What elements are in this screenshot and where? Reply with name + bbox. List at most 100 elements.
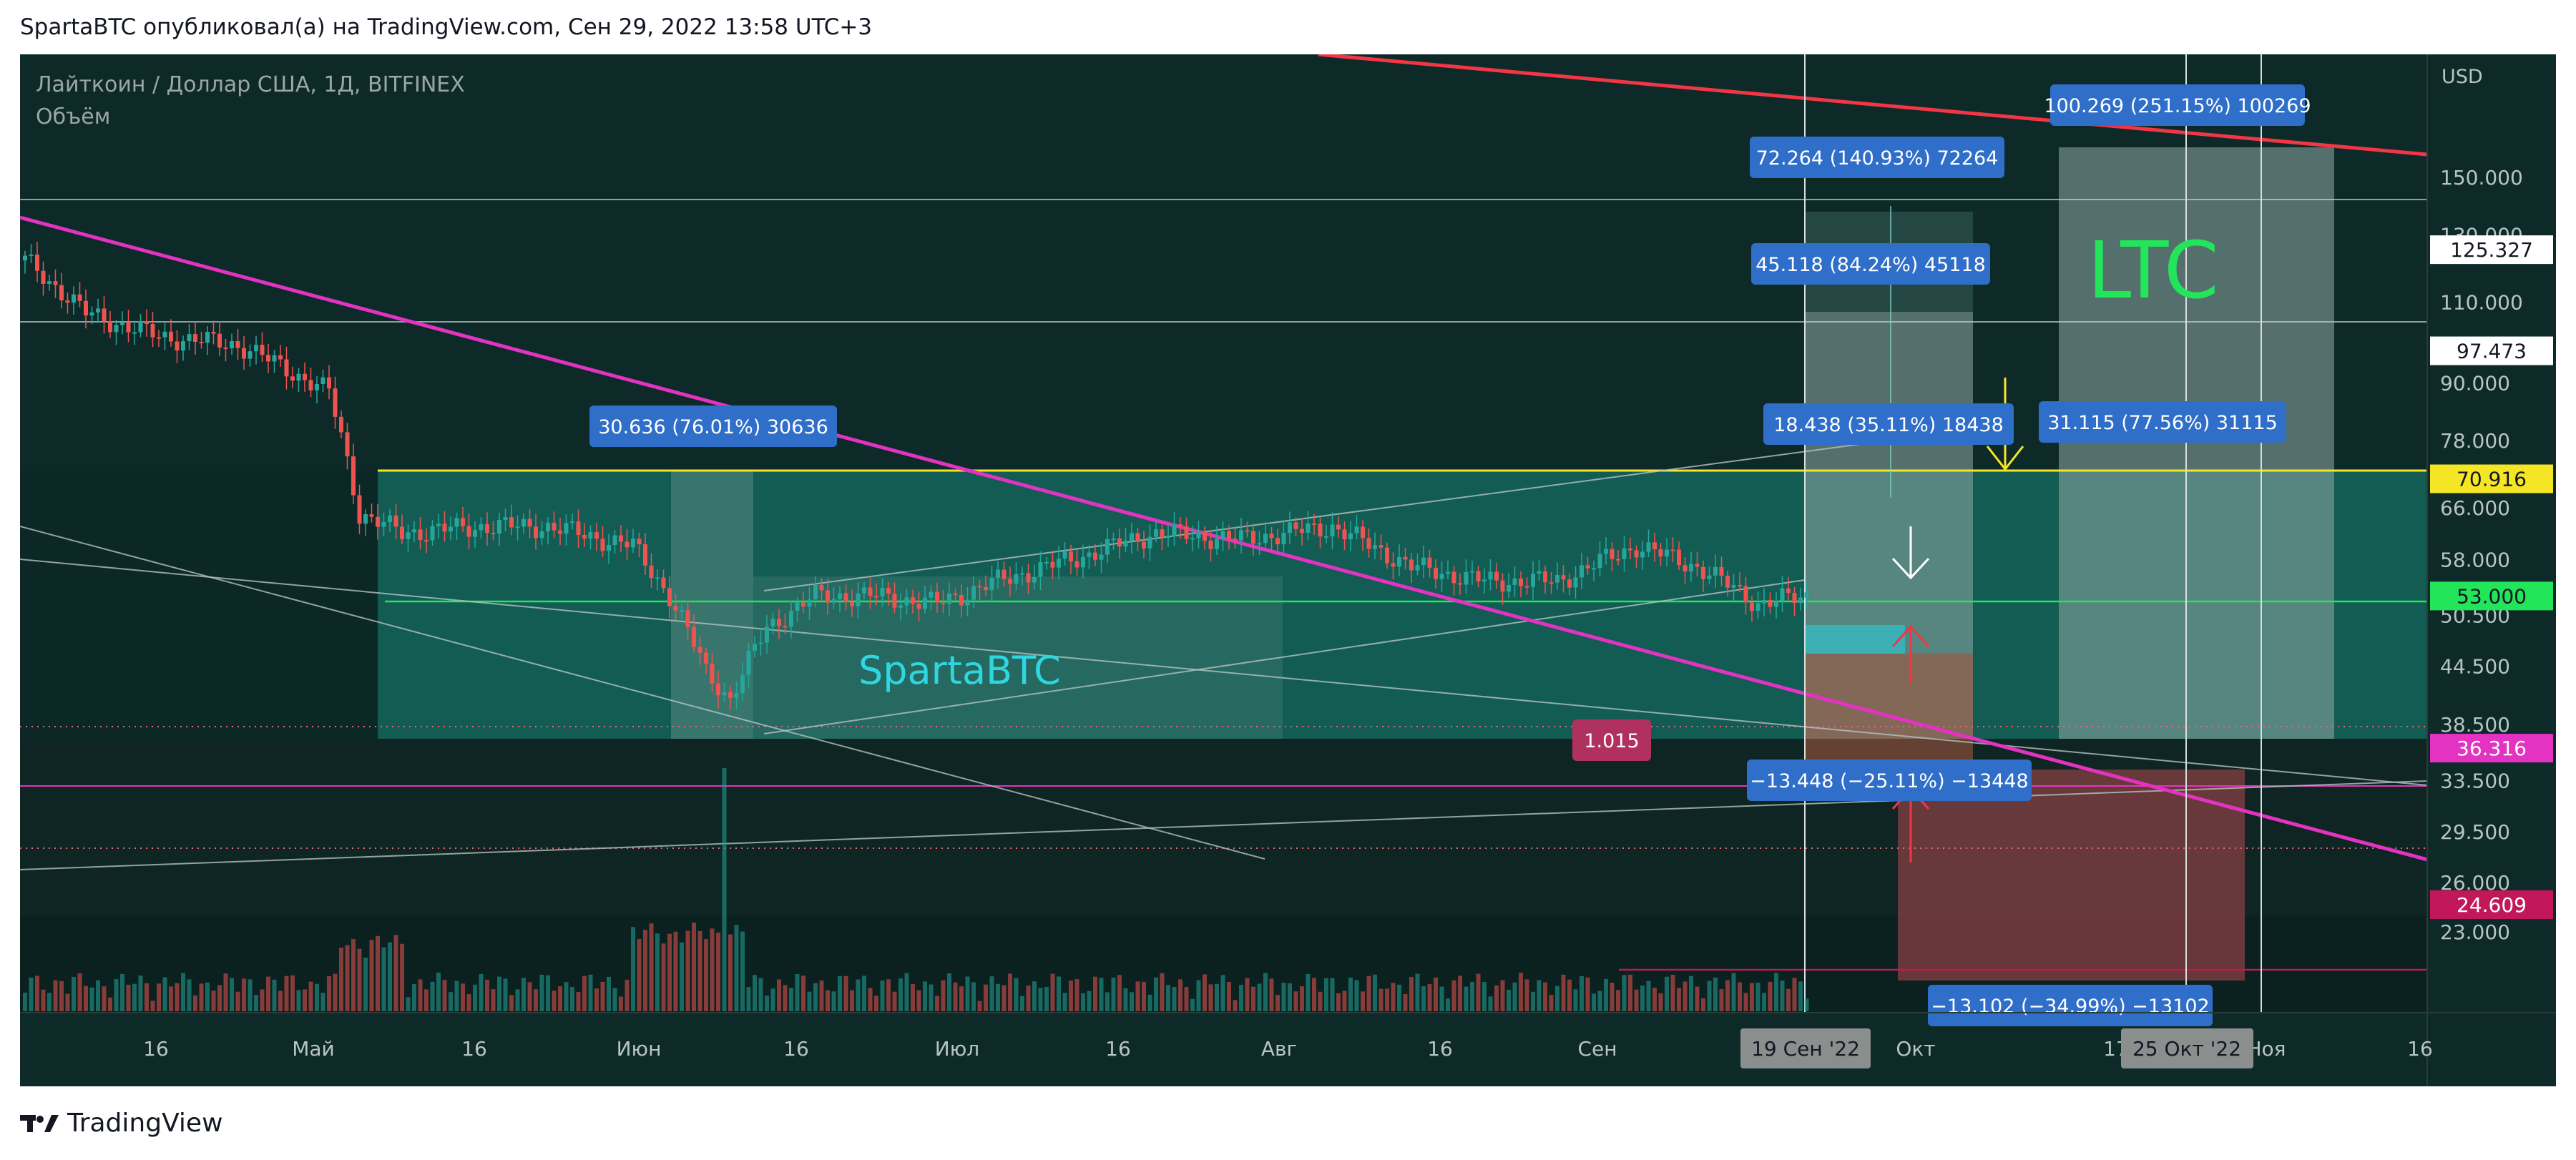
volume-bar (892, 991, 897, 1011)
measure-label-72264[interactable]: 72.264 (140.93%) 72264 (1750, 137, 2004, 178)
volume-bar (47, 993, 52, 1011)
volume-bar (1288, 983, 1292, 1011)
candle-body (1196, 531, 1201, 539)
volume-bar (1713, 978, 1718, 1011)
volume-bar (1549, 995, 1554, 1011)
candle-body (722, 692, 727, 696)
volume-bar (449, 992, 453, 1011)
candle-body (880, 588, 885, 596)
volume-bar (84, 985, 88, 1011)
candle-body (126, 322, 131, 333)
volume-bar (1531, 991, 1535, 1011)
volume-bar (1738, 982, 1742, 1011)
volume-bar (1160, 973, 1165, 1011)
volume-bar (1020, 996, 1024, 1011)
candle-body (381, 522, 386, 527)
measure-label-minus-13102[interactable]: −13.102 (−34.99%) −13102 (1928, 985, 2213, 1026)
volume-bar (1239, 985, 1243, 1011)
measure-label-30636[interactable]: 30.636 (76.01%) 30636 (589, 405, 837, 447)
volume-bar (132, 983, 137, 1011)
chart-area[interactable]: 100.269 (251.15%) 100269 72.264 (140.93%… (20, 54, 2556, 1086)
candle-body (1592, 568, 1596, 570)
svg-text:45.118 (84.24%) 45118: 45.118 (84.24%) 45118 (1755, 254, 1986, 276)
candle-body (594, 532, 599, 539)
candle-body (1713, 566, 1718, 576)
candle-body (1512, 578, 1517, 586)
volume-bar (211, 991, 216, 1011)
candle-body (1446, 571, 1450, 574)
candle-body (1251, 531, 1255, 544)
volume-indicator-title[interactable]: Объём (36, 104, 110, 129)
volume-bar (485, 979, 489, 1011)
volume-bar (1409, 976, 1414, 1011)
volume-bar (795, 974, 800, 1011)
candle-body (1135, 533, 1140, 542)
candle-body (582, 534, 587, 539)
candle-body (576, 521, 581, 535)
time-tick-label: 16 (1427, 1037, 1453, 1061)
volume-bar (1628, 974, 1632, 1011)
volume-bar (1786, 988, 1791, 1011)
candle-body (637, 539, 642, 545)
candle-body (667, 588, 672, 606)
volume-bar (1245, 978, 1250, 1011)
volume-bar (1099, 978, 1104, 1011)
measure-label-minus-13448[interactable]: −13.448 (−25.11%) −13448 (1747, 760, 2032, 801)
volume-bar (461, 983, 465, 1011)
volume-bar (157, 983, 161, 1011)
publish-header: SpartaBTC опубликовал(а) на TradingView.… (20, 14, 873, 40)
volume-bar (454, 980, 459, 1011)
candle-body (424, 540, 428, 542)
candle-body (1057, 559, 1061, 568)
loss-box-right (1898, 770, 2245, 980)
volume-bar (296, 990, 301, 1011)
volume-bar (29, 978, 34, 1011)
price-tag-label: 36.316 (2457, 737, 2527, 760)
ratio-label[interactable]: 1.015 (1572, 719, 1651, 761)
measure-label-31115[interactable]: 31.115 (77.56%) 31115 (2039, 401, 2286, 443)
candle-body (843, 593, 848, 602)
candle-body (1245, 530, 1250, 532)
candle-body (436, 524, 441, 526)
candle-body (41, 270, 46, 285)
entry-box (1805, 625, 1905, 654)
volume-bar (521, 978, 526, 1011)
time-tick-label: 16 (461, 1037, 487, 1061)
volume-bar (1652, 988, 1657, 1011)
candle-body (1166, 536, 1170, 538)
volume-bar (1074, 979, 1079, 1011)
volume-bar (977, 1001, 982, 1011)
volume-bar (1111, 977, 1116, 1011)
candle-body (1227, 531, 1231, 539)
candle-body (1184, 526, 1189, 539)
volume-bar (1348, 978, 1353, 1011)
candle-body (1336, 524, 1341, 530)
volume-bar (1500, 980, 1505, 1011)
volume-bar (1220, 975, 1225, 1011)
measure-label-45118[interactable]: 45.118 (84.24%) 45118 (1751, 243, 1990, 285)
candle-body (35, 254, 39, 271)
volume-bar (199, 983, 204, 1011)
chart-svg[interactable]: 100.269 (251.15%) 100269 72.264 (140.93%… (20, 54, 2556, 1086)
price-tick-label: 110.000 (2440, 291, 2523, 315)
candle-body (685, 610, 690, 627)
candle-body (534, 526, 538, 539)
measure-label-18438[interactable]: 18.438 (35.11%) 18438 (1763, 403, 2014, 445)
candle-body (892, 594, 897, 608)
volume-bar (120, 973, 124, 1011)
volume-bar (1470, 981, 1474, 1011)
volume-bar (868, 988, 873, 1011)
tradingview-footer[interactable]: TradingView (20, 1109, 223, 1138)
volume-bar (1677, 988, 1681, 1011)
measure-label-100269[interactable]: 100.269 (251.15%) 100269 (2044, 84, 2311, 126)
arrow-down-white-icon (1891, 526, 1930, 580)
volume-bar (697, 930, 702, 1011)
candle-body (1081, 556, 1085, 568)
svg-text:−13.448 (−25.11%) −13448: −13.448 (−25.11%) −13448 (1750, 770, 2028, 792)
candle-body (807, 599, 812, 607)
candle-body (1798, 597, 1803, 604)
volume-bar (625, 979, 630, 1011)
volume-bar (1707, 980, 1712, 1011)
volume-bar (667, 933, 672, 1011)
candle-body (485, 524, 489, 533)
